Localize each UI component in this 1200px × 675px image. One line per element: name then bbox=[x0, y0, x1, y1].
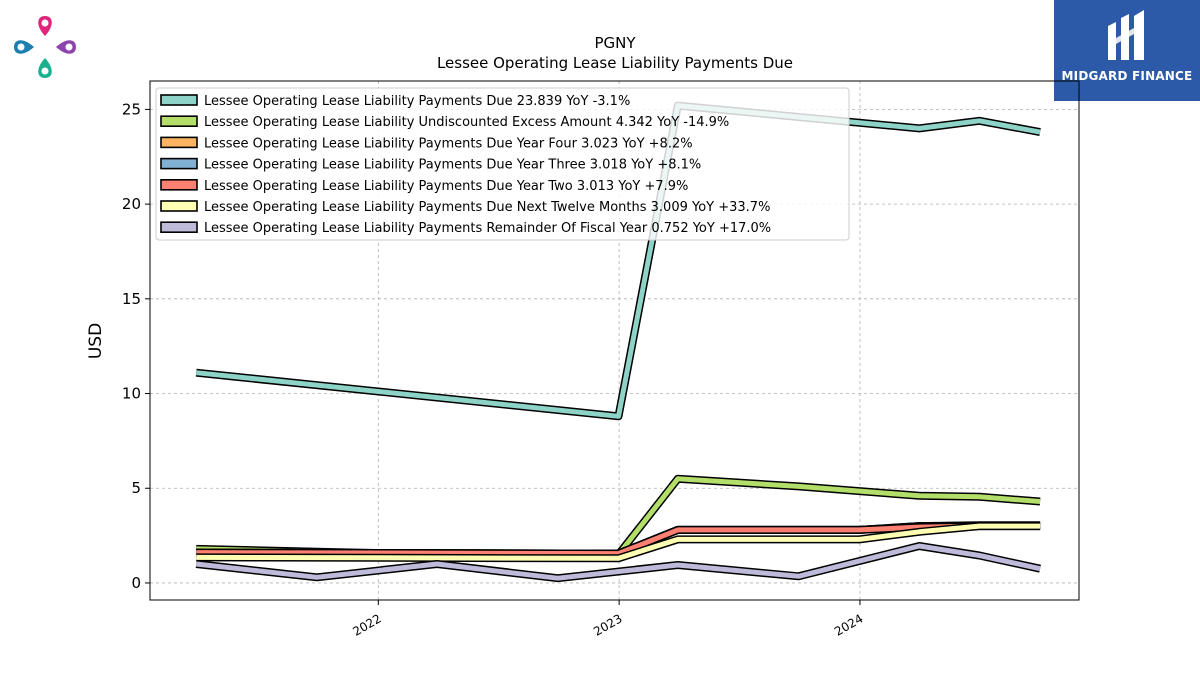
y-axis: 0 5 10 15 20 25 bbox=[122, 100, 150, 592]
x-tick-label: 2023 bbox=[591, 611, 624, 638]
midgard-finance-logo: MIDGARD FINANCE bbox=[1054, 0, 1200, 101]
logo-petal-right bbox=[56, 40, 76, 54]
legend: Lessee Operating Lease Liability Payment… bbox=[155, 87, 850, 241]
series-outline bbox=[196, 474, 1041, 559]
series-2 bbox=[196, 474, 1041, 559]
legend-label: Lessee Operating Lease Liability Payment… bbox=[204, 94, 630, 109]
chart-title: PGNY bbox=[594, 34, 636, 52]
x-tick-label: 2022 bbox=[350, 611, 383, 638]
legend-item: Lessee Operating Lease Liability Payment… bbox=[160, 94, 630, 109]
series-7 bbox=[195, 542, 1041, 583]
y-tick-label: 0 bbox=[131, 574, 141, 592]
legend-item: Lessee Operating Lease Liability Payment… bbox=[160, 157, 701, 173]
series-6 bbox=[196, 522, 1041, 563]
legend-label: Lessee Operating Lease Liability Payment… bbox=[204, 200, 770, 215]
legend-swatch bbox=[160, 115, 198, 127]
plot-frame bbox=[149, 80, 1080, 601]
chart-subtitle: Lessee Operating Lease Liability Payment… bbox=[437, 54, 793, 72]
logo-petal-left bbox=[14, 40, 34, 54]
legend-label: Lessee Operating Lease Liability Payment… bbox=[204, 221, 771, 236]
y-tick-label: 10 bbox=[122, 385, 141, 403]
legend-swatch bbox=[160, 136, 198, 149]
y-tick-label: 5 bbox=[131, 479, 141, 497]
legend-label: Lessee Operating Lease Liability Payment… bbox=[204, 136, 693, 151]
x-axis: 2022 2023 2024 bbox=[350, 600, 865, 639]
legend-swatch bbox=[160, 94, 198, 106]
legend-swatch bbox=[160, 157, 198, 170]
series-line bbox=[196, 523, 1041, 561]
y-tick-label: 20 bbox=[122, 195, 141, 213]
midgard-finance-wordmark: MIDGARD FINANCE bbox=[1061, 69, 1193, 83]
legend-swatch bbox=[160, 179, 198, 191]
legend-swatch bbox=[160, 221, 198, 233]
legend-swatch bbox=[160, 200, 198, 212]
series-line bbox=[196, 476, 1041, 557]
legend-item: Lessee Operating Lease Liability Payment… bbox=[160, 136, 693, 151]
series-line bbox=[195, 543, 1041, 581]
y-axis-label: USD bbox=[86, 323, 106, 359]
legend-label: Lessee Operating Lease Liability Payment… bbox=[204, 158, 701, 173]
midgard-m-logo-icon bbox=[1108, 10, 1144, 60]
y-tick-label: 25 bbox=[122, 100, 141, 118]
logo-petal-bottom bbox=[38, 58, 52, 78]
legend-label: Lessee Operating Lease Liability Payment… bbox=[204, 179, 688, 194]
logo-petal-top bbox=[38, 16, 52, 36]
x-tick-label: 2024 bbox=[832, 611, 865, 638]
legend-item: Lessee Operating Lease Liability Payment… bbox=[160, 179, 688, 194]
legend-box bbox=[155, 87, 850, 241]
legend-item: Lessee Operating Lease Liability Undisco… bbox=[160, 115, 729, 130]
legend-label: Lessee Operating Lease Liability Undisco… bbox=[204, 115, 729, 130]
y-tick-label: 15 bbox=[122, 290, 141, 308]
legend-item: Lessee Operating Lease Liability Payment… bbox=[160, 200, 770, 215]
clover-drops-logo-icon bbox=[14, 16, 76, 78]
legend-item: Lessee Operating Lease Liability Payment… bbox=[160, 221, 771, 236]
